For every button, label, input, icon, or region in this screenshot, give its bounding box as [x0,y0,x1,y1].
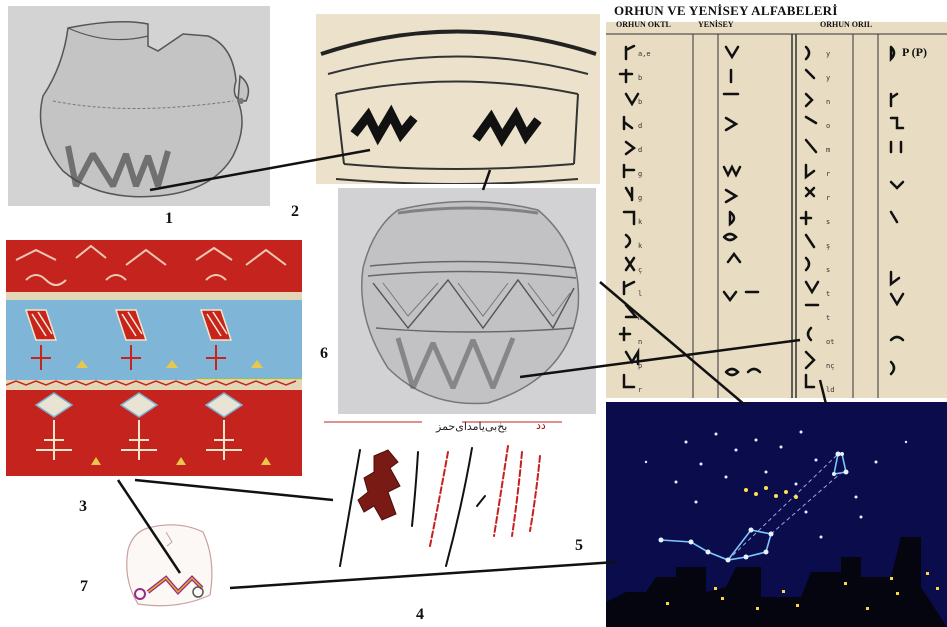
svg-text:s: s [826,218,830,226]
svg-text:m: m [826,146,830,154]
svg-text:r: r [826,170,830,178]
red-inscription-mark: دد [536,419,546,432]
svg-text:s: s [826,266,830,274]
col-orhun-oril: ORHUN ORIL [820,20,873,29]
pot-photo-6 [338,188,596,414]
svg-text:y: y [826,74,830,82]
alphabet-chart-title: ORHUN VE YENİSEY ALFABELERİ [614,3,838,18]
svg-text:d: d [638,122,642,130]
svg-text:d: d [638,146,642,154]
figure-number-7: 7 [80,578,88,595]
svg-text:t: t [826,314,830,322]
figure-number-5: 5 [575,537,583,554]
figure-number-3: 3 [79,498,87,515]
night-sky-constellation-5 [606,402,947,627]
pot-rim-detail-2 [316,14,600,184]
figure-number-6: 6 [320,345,328,362]
svg-text:m: m [638,314,642,322]
svg-text:b: b [638,74,642,82]
stone-sketch-7 [118,520,220,612]
svg-text:o: o [826,122,830,130]
svg-text:ot: ot [826,338,834,346]
svg-text:t: t [826,290,830,298]
svg-text:k: k [638,218,643,226]
svg-text:ç: ç [638,266,642,274]
svg-text:ld: ld [826,386,834,394]
svg-text:k: k [638,242,643,250]
svg-text:r: r [826,194,830,202]
col-yenisey: YENİSEY [698,20,734,29]
figure-number-2: 2 [291,203,299,220]
alphabet-chart-subheader: ORHUN OKTL YENİSEY ORHUN ORIL [614,20,946,29]
col-orhun-oktl: ORHUN OKTL [616,20,671,29]
orhun-yenisey-alphabet-chart: a,e b b d d g g k k ç l m n p r y y n o m r r s ş s t t ot nç… [606,22,947,398]
pot-sketch-1 [8,6,270,206]
svg-text:P (P): P (P) [902,45,927,59]
svg-text:l: l [638,290,642,298]
figure-number-1: 1 [165,210,173,227]
svg-text:n: n [638,338,642,346]
arabic-inscription-text: بخ‌بی‌یامد‌ای‌حمز [436,420,508,433]
svg-text:a,e: a,e [638,50,651,58]
svg-text:nç: nç [826,362,834,370]
figure-number-4: 4 [416,606,424,623]
svg-text:b: b [638,98,642,106]
svg-text:p: p [638,362,642,370]
rug-photo-3 [6,240,302,476]
svg-text:n: n [826,98,830,106]
svg-text:g: g [638,170,642,178]
svg-text:ş: ş [826,242,830,250]
rock-inscription-4 [322,416,570,576]
alphabet-chart-header: ORHUN VE YENİSEY ALFABELERİ ORHUN OKTL Y… [614,3,946,29]
svg-text:r: r [638,386,642,394]
svg-text:y: y [826,50,830,58]
svg-text:g: g [638,194,642,202]
